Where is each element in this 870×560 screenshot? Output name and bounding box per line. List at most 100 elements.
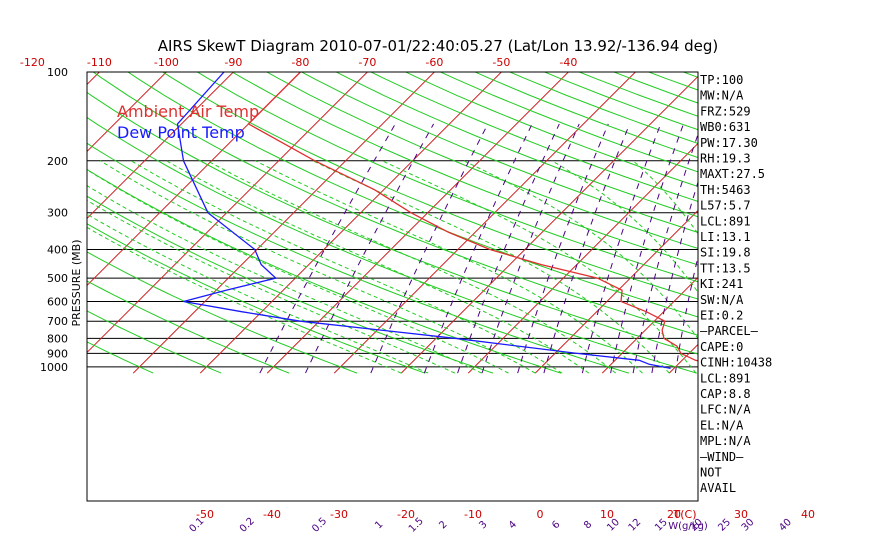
isotherm-line	[534, 209, 698, 374]
index-entry: CAPE:0	[700, 340, 743, 354]
dry-adiabat-line	[127, 72, 698, 318]
index-entry: EI:0.2	[700, 309, 743, 323]
pressure-tick-label: 800	[47, 332, 68, 345]
dry-adiabat-line	[87, 310, 222, 374]
bottom-temp-tick-label: -20	[397, 508, 415, 521]
moist-adiabat-line	[87, 213, 429, 374]
dry-adiabat-line	[335, 72, 698, 218]
isotherm-line	[400, 75, 698, 374]
index-entry: CAP:8.8	[700, 387, 751, 401]
index-entry: LI:13.1	[700, 230, 751, 244]
mixing-ratio-tick-label: 0.5	[310, 516, 329, 535]
dry-adiabat-line	[196, 72, 698, 283]
pressure-tick-label: 900	[47, 347, 68, 360]
pressure-tick-label: 700	[47, 315, 68, 328]
dry-adiabat-line	[87, 280, 290, 374]
dry-adiabat-line	[404, 72, 698, 187]
isotherm-line	[87, 72, 168, 153]
dry-adiabat-line	[369, 72, 698, 202]
bottom-temp-tick-label: 30	[734, 508, 748, 521]
index-entry: —WIND—	[700, 450, 744, 464]
temp-unit-label: T(C)	[673, 508, 697, 521]
dry-adiabat-line	[87, 168, 562, 374]
mixing-ratio-tick-label: 3	[477, 519, 489, 531]
index-entry: MAXT:27.5	[700, 167, 765, 181]
dry-adiabat-line	[748, 59, 870, 374]
bottom-temp-tick-label: -30	[330, 508, 348, 521]
legend: Ambient Air Temp Dew Point Temp	[117, 102, 259, 142]
dry-adiabat-line	[508, 72, 698, 145]
dry-adiabat-line	[300, 72, 698, 233]
dry-adiabat-line	[87, 195, 494, 374]
mixing-ratio-tick-label: 8	[582, 519, 594, 531]
pressure-tick-label: 100	[47, 66, 68, 79]
index-entry: —PARCEL—	[700, 324, 759, 338]
mixing-ratio-line	[610, 123, 684, 374]
isotherm-line	[803, 59, 870, 374]
plot-frame	[86, 71, 699, 502]
index-entry: KI:241	[700, 277, 743, 291]
dry-adiabat-line	[0, 59, 17, 374]
mixing-ratio-line	[517, 123, 609, 374]
moist-adiabat-line	[87, 226, 402, 374]
index-entry: FRZ:529	[700, 104, 751, 118]
dry-adiabat-line	[473, 72, 698, 159]
isotherm-line	[132, 72, 436, 374]
moist-adiabat-line	[87, 199, 456, 374]
isotherm-line	[333, 72, 637, 374]
mixing-ratio-tick-label: 40	[777, 517, 794, 534]
isotherm-line	[0, 59, 46, 374]
moist-adiabat-line	[100, 160, 536, 374]
mixing-ratio-tick-label: 25	[716, 517, 733, 534]
dry-adiabat-line	[87, 341, 154, 374]
chart-title: AIRS SkewT Diagram 2010-07-01/22:40:05.2…	[158, 37, 719, 55]
index-entry: PW:17.30	[700, 136, 758, 150]
index-entry: SI:19.8	[700, 246, 751, 260]
moist-adiabat-line	[312, 160, 670, 374]
top-temp-tick-label: -50	[492, 56, 510, 69]
mixing-ratio-tick-label: 2	[437, 519, 449, 531]
index-entry: LCL:891	[700, 214, 751, 228]
mixing-ratio-tick-label: 4	[507, 519, 519, 531]
bottom-temp-tick-label: 0	[537, 508, 544, 521]
isotherm-line	[601, 276, 698, 374]
pressure-tick-label: 300	[47, 207, 68, 220]
index-entry: AVAIL	[700, 481, 736, 495]
dry-adiabat-line	[87, 116, 697, 374]
bottom-temp-tick-label: 10	[600, 508, 614, 521]
index-entry: TP:100	[700, 73, 743, 87]
moist-adiabat-line	[551, 160, 698, 294]
mixing-ratio-tick-label: 12	[627, 517, 644, 534]
mixing-ratio-line	[632, 132, 698, 374]
bottom-temp-tick-label: -50	[196, 508, 214, 521]
moist-adiabat-line	[381, 160, 697, 374]
index-entry: LCL:891	[700, 371, 751, 385]
moist-adiabat-line	[166, 160, 590, 374]
dew-point-temp-line	[176, 72, 671, 370]
top-temp-tick-label: -40	[559, 56, 577, 69]
dry-adiabat-line	[682, 72, 698, 78]
top-temp-ticks: -120 -110 -100 -90 -80 -70 -60 -50 -40	[20, 56, 577, 69]
index-entry: WB0:631	[700, 120, 751, 134]
dry-adiabat-line	[87, 223, 426, 374]
mixing-ratio-tick-label: 0.2	[238, 516, 257, 535]
mixing-ratio-line	[674, 254, 698, 374]
top-temp-tick-label: -60	[425, 56, 443, 69]
mixing-ratio-line	[651, 180, 698, 374]
dry-adiabat-line	[231, 72, 698, 266]
index-entry: MW:N/A	[700, 89, 744, 103]
moist-adiabat-line	[463, 160, 698, 340]
dry-adiabat-line	[161, 72, 698, 300]
pressure-tick-label: 500	[47, 272, 68, 285]
mixing-ratio-tick-label: 6	[550, 519, 562, 531]
mixing-ratio-tick-label: 1	[373, 519, 385, 531]
bottom-temp-tick-label: 40	[801, 508, 815, 521]
top-temp-tick-label: -70	[358, 56, 376, 69]
moist-adiabat-line	[753, 161, 830, 373]
top-temp-tick-label: -80	[291, 56, 309, 69]
index-entry: L57:5.7	[700, 199, 751, 213]
legend-ambient-air-temp: Ambient Air Temp	[117, 102, 259, 121]
